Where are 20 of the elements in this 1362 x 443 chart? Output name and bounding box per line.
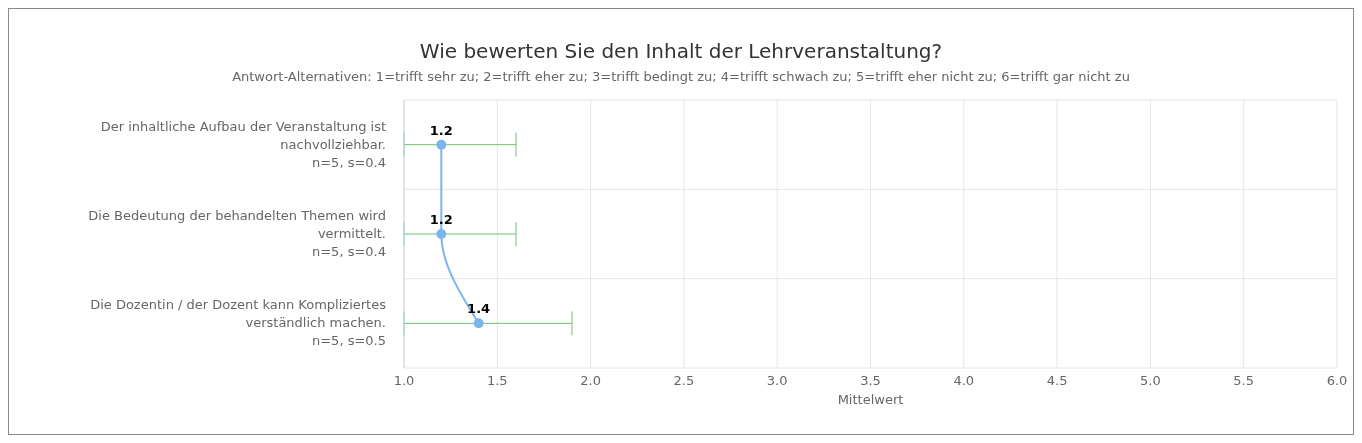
x-tick-label: 3.0	[766, 373, 788, 389]
x-tick-label: 1.0	[393, 373, 415, 389]
x-tick-label: 3.5	[860, 373, 881, 389]
y-tick-label: Die Dozentin / der Dozent kann Kompliziertes verständlich machen. n=5, s=0.5	[90, 296, 387, 348]
x-tick-label: 1.5	[486, 373, 508, 389]
x-tick-label: 5.5	[1233, 373, 1255, 389]
x-tick-label: 6.0	[1326, 373, 1348, 389]
chart-title: Wie bewerten Sie den Inhalt der Lehrveranstaltung?	[418, 39, 944, 63]
data-label: 1.2	[429, 122, 453, 138]
x-tick-label: 4.0	[953, 373, 975, 389]
x-axis-title: Mittelwert	[837, 392, 904, 407]
data-label: 1.2	[429, 212, 453, 227]
x-tick-label: 5.0	[1140, 373, 1161, 389]
y-tick-label: Der inhaltliche Aufbau der Veranstaltung ist nachvollziehbar. n=5, s=0.4	[100, 118, 386, 170]
x-tick-label: 4.5	[1046, 373, 1068, 389]
x-tick-label: 2.5	[673, 373, 695, 389]
y-tick-label: Die Bedeutung der behandelten Themen wird vermittelt. n=5, s=0.4	[88, 207, 386, 259]
data-label: 1.4	[467, 301, 491, 317]
chart-subtitle: Antwort-Alternativen: 1=trifft sehr zu; 2=trifft eher zu; 3=trifft bedingt zu; 4=trifft schwach zu; 5=trifft eher nicht zu; 6=trifft gar nicht zu	[231, 69, 1131, 84]
x-tick-label: 2.0	[580, 373, 601, 389]
